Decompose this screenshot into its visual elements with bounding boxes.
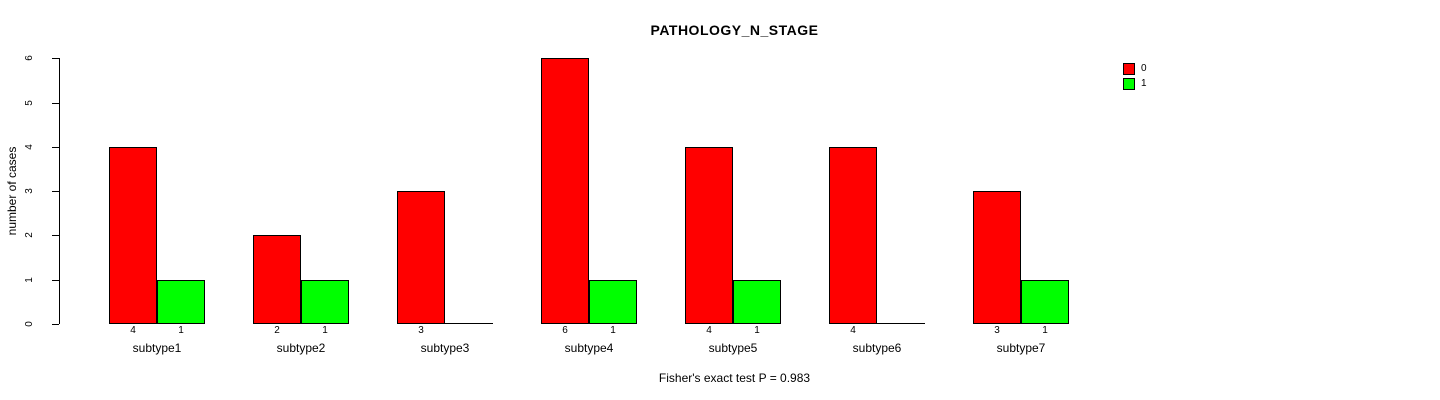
- bar-0-subtype3: [397, 191, 445, 324]
- bar-0-subtype5: [685, 147, 733, 324]
- y-axis-line: [59, 58, 60, 324]
- bar-value-label: 1: [754, 325, 760, 336]
- bar-0-subtype1: [109, 147, 157, 324]
- legend-swatch-red: [1123, 63, 1135, 75]
- y-tick: [52, 103, 59, 104]
- bar-value-label: 1: [322, 325, 328, 336]
- bar-0-subtype4: [541, 58, 589, 324]
- legend-item-0: 0: [1123, 63, 1147, 75]
- x-category-label-subtype7: subtype7: [996, 341, 1046, 355]
- x-category-label-subtype6: subtype6: [852, 341, 902, 355]
- bar-value-label: 4: [850, 325, 856, 336]
- legend-label-1: 1: [1141, 78, 1147, 89]
- chart-title: PATHOLOGY_N_STAGE: [650, 22, 819, 38]
- bar-1-subtype5: [733, 280, 781, 324]
- bar-zero-1-subtype3: [445, 323, 493, 324]
- x-category-label-subtype2: subtype2: [276, 341, 326, 355]
- bar-1-subtype7: [1021, 280, 1069, 324]
- x-category-label-subtype4: subtype4: [564, 341, 614, 355]
- x-category-label-subtype1: subtype1: [132, 341, 182, 355]
- bar-0-subtype2: [253, 235, 301, 324]
- y-tick-label: 1: [24, 277, 35, 283]
- bar-1-subtype1: [157, 280, 205, 324]
- legend-label-0: 0: [1141, 63, 1147, 74]
- bar-value-label: 1: [1042, 325, 1048, 336]
- bar-value-label: 3: [994, 325, 1000, 336]
- y-tick: [52, 147, 59, 148]
- y-tick-label: 3: [24, 188, 35, 194]
- x-category-label-subtype5: subtype5: [708, 341, 758, 355]
- bar-value-label: 1: [610, 325, 616, 336]
- bar-value-label: 2: [274, 325, 280, 336]
- y-tick-label: 6: [24, 55, 35, 61]
- bar-1-subtype2: [301, 280, 349, 324]
- y-tick-label: 0: [24, 321, 35, 327]
- y-tick-label: 5: [24, 100, 35, 106]
- y-tick: [52, 191, 59, 192]
- bar-value-label: 4: [706, 325, 712, 336]
- bar-value-label: 3: [418, 325, 424, 336]
- y-tick-label: 4: [24, 144, 35, 150]
- fisher-test-label: Fisher's exact test P = 0.983: [658, 371, 811, 385]
- bar-0-subtype6: [829, 147, 877, 324]
- bar-zero-1-subtype6: [877, 323, 925, 324]
- bar-value-label: 6: [562, 325, 568, 336]
- legend-swatch-green: [1123, 78, 1135, 90]
- y-tick: [52, 324, 59, 325]
- y-tick: [52, 235, 59, 236]
- bar-value-label: 1: [178, 325, 184, 336]
- bar-0-subtype7: [973, 191, 1021, 324]
- legend-item-1: 1: [1123, 78, 1147, 90]
- y-tick: [52, 280, 59, 281]
- x-category-label-subtype3: subtype3: [420, 341, 470, 355]
- bar-1-subtype4: [589, 280, 637, 324]
- y-tick: [52, 58, 59, 59]
- bar-value-label: 4: [130, 325, 136, 336]
- legend: 0 1: [1123, 63, 1147, 93]
- y-tick-label: 2: [24, 232, 35, 238]
